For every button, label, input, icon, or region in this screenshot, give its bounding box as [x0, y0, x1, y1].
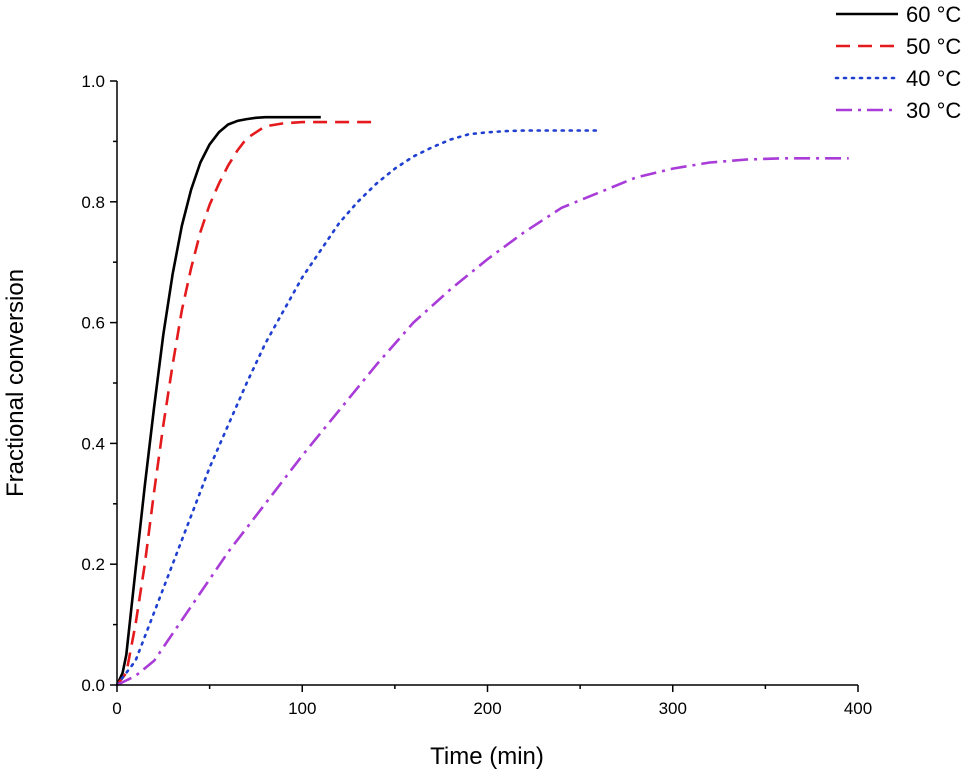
y-tick-label: 1.0 [81, 72, 105, 91]
legend-label-3: 40 °C [906, 66, 961, 91]
x-tick-label: 0 [112, 699, 121, 718]
series-line-1 [115, 115, 321, 686]
series-line-2 [115, 120, 377, 686]
plot-area [115, 115, 849, 687]
x-ticks: 0 100 200 300 400 [112, 685, 872, 718]
y-ticks: 0.0 0.2 0.4 0.6 0.8 1.0 [81, 72, 117, 695]
legend: 60 °C 50 °C 40 °C 30 °C [834, 2, 961, 123]
legend-label-1: 60 °C [906, 2, 961, 27]
series-line-3 [115, 129, 601, 687]
legend-label-4: 30 °C [906, 98, 961, 123]
legend-label-2: 50 °C [906, 34, 961, 59]
x-axis-label: Time (min) [430, 743, 544, 770]
x-tick-label: 400 [844, 699, 872, 718]
series-line-4 [116, 157, 849, 687]
y-tick-label: 0.4 [81, 434, 105, 453]
y-tick-label: 0.6 [81, 314, 105, 333]
x-tick-label: 100 [288, 699, 316, 718]
axes [116, 81, 858, 686]
x-tick-label: 300 [659, 699, 687, 718]
y-axis-label: Fractional conversion [2, 269, 29, 497]
y-tick-label: 0.8 [81, 193, 105, 212]
x-tick-label: 200 [473, 699, 501, 718]
y-tick-label: 0.2 [81, 555, 105, 574]
y-tick-label: 0.0 [81, 676, 105, 695]
